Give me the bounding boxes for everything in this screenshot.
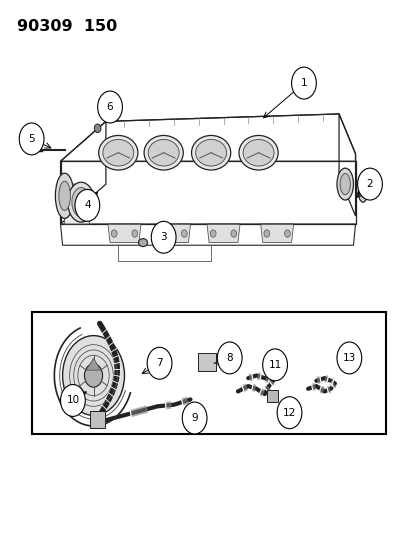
Polygon shape: [251, 384, 255, 391]
Circle shape: [210, 230, 216, 237]
Ellipse shape: [191, 135, 230, 170]
Circle shape: [357, 168, 382, 200]
Ellipse shape: [55, 173, 74, 219]
Text: 5: 5: [28, 134, 35, 144]
Circle shape: [182, 402, 206, 434]
Polygon shape: [165, 402, 171, 409]
Polygon shape: [259, 389, 263, 396]
Text: 90309  150: 90309 150: [17, 19, 117, 34]
Text: 7: 7: [156, 358, 162, 368]
Circle shape: [230, 230, 236, 237]
Text: 8: 8: [226, 353, 233, 363]
Circle shape: [111, 230, 117, 237]
Circle shape: [19, 123, 44, 155]
Ellipse shape: [242, 140, 273, 166]
FancyBboxPatch shape: [267, 390, 277, 401]
Polygon shape: [318, 386, 323, 393]
Ellipse shape: [138, 239, 147, 247]
Ellipse shape: [195, 140, 226, 166]
Ellipse shape: [72, 188, 90, 217]
Ellipse shape: [148, 140, 179, 166]
Polygon shape: [311, 384, 315, 391]
Polygon shape: [130, 406, 147, 417]
FancyBboxPatch shape: [90, 411, 105, 427]
Polygon shape: [181, 398, 188, 405]
Polygon shape: [268, 379, 273, 386]
Polygon shape: [265, 376, 269, 383]
Text: 1: 1: [300, 78, 306, 88]
Ellipse shape: [339, 173, 349, 195]
Polygon shape: [317, 376, 320, 383]
Circle shape: [151, 221, 176, 253]
Circle shape: [147, 348, 171, 379]
Ellipse shape: [144, 135, 183, 170]
Circle shape: [284, 230, 290, 237]
Ellipse shape: [68, 182, 94, 222]
Circle shape: [160, 230, 166, 237]
Polygon shape: [108, 224, 141, 243]
Circle shape: [263, 230, 269, 237]
Text: 10: 10: [66, 395, 79, 406]
Text: 11: 11: [268, 360, 281, 370]
Polygon shape: [330, 378, 333, 385]
Ellipse shape: [336, 168, 353, 200]
Ellipse shape: [238, 135, 278, 170]
Circle shape: [60, 384, 85, 416]
FancyBboxPatch shape: [198, 353, 215, 371]
Ellipse shape: [102, 140, 133, 166]
Polygon shape: [326, 386, 330, 393]
Circle shape: [336, 342, 361, 374]
Circle shape: [94, 124, 101, 133]
Ellipse shape: [59, 181, 70, 211]
Circle shape: [132, 230, 138, 237]
Circle shape: [62, 336, 124, 415]
Circle shape: [217, 342, 242, 374]
Circle shape: [75, 189, 100, 221]
Text: 13: 13: [342, 353, 355, 363]
Circle shape: [262, 349, 287, 381]
Polygon shape: [64, 184, 89, 224]
Circle shape: [181, 230, 187, 237]
Ellipse shape: [358, 182, 367, 202]
Polygon shape: [249, 374, 252, 381]
Text: 9: 9: [191, 413, 197, 423]
Circle shape: [84, 364, 102, 387]
Text: 12: 12: [282, 408, 295, 418]
Circle shape: [97, 91, 122, 123]
Text: 4: 4: [84, 200, 90, 211]
Polygon shape: [260, 224, 293, 243]
Polygon shape: [257, 373, 261, 380]
Polygon shape: [324, 376, 328, 383]
Polygon shape: [86, 359, 101, 370]
Text: 3: 3: [160, 232, 166, 243]
Polygon shape: [264, 386, 269, 392]
Text: 6: 6: [107, 102, 113, 112]
Text: 2: 2: [366, 179, 373, 189]
Circle shape: [291, 67, 316, 99]
Circle shape: [276, 397, 301, 429]
Polygon shape: [242, 384, 247, 392]
Polygon shape: [330, 382, 335, 389]
Polygon shape: [157, 224, 190, 243]
Polygon shape: [206, 224, 240, 243]
Ellipse shape: [98, 135, 138, 170]
